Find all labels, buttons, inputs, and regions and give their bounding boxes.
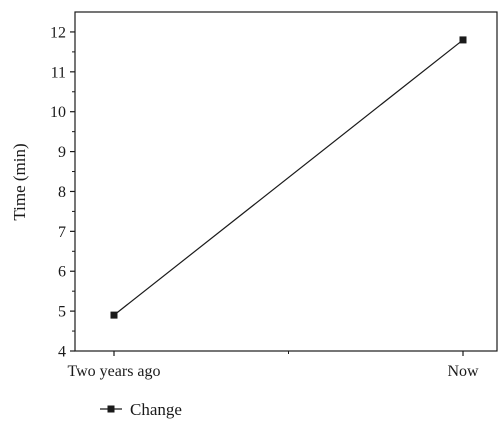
y-tick-label: 4: [58, 344, 66, 361]
x-tick-label: Now: [447, 363, 479, 380]
y-tick-label: 8: [58, 184, 66, 201]
y-axis-title: Time (min): [10, 143, 29, 220]
y-tick-label: 9: [58, 144, 66, 161]
y-tick-label: 7: [58, 224, 66, 241]
series-line-change: [113, 39, 464, 316]
y-tick-label: 5: [58, 304, 66, 321]
x-axis-ticks: Two years ago Now: [67, 351, 479, 380]
series-group: [110, 36, 467, 319]
legend-swatch-marker: [107, 405, 115, 413]
y-tick-label: 11: [51, 64, 66, 81]
y-axis-ticks: 4 5 6 7 8 9 10 11 12: [50, 24, 75, 361]
data-point: [110, 311, 118, 319]
y-tick-label: 6: [58, 264, 66, 281]
plot-frame: [74, 11, 498, 352]
legend-label-change: Change: [130, 400, 182, 419]
y-tick-label: 12: [50, 24, 66, 41]
y-tick-label: 10: [50, 104, 66, 121]
data-point: [459, 36, 467, 44]
axes: [74, 11, 498, 352]
x-tick-label: Two years ago: [67, 363, 160, 380]
legend: Change: [100, 400, 182, 419]
